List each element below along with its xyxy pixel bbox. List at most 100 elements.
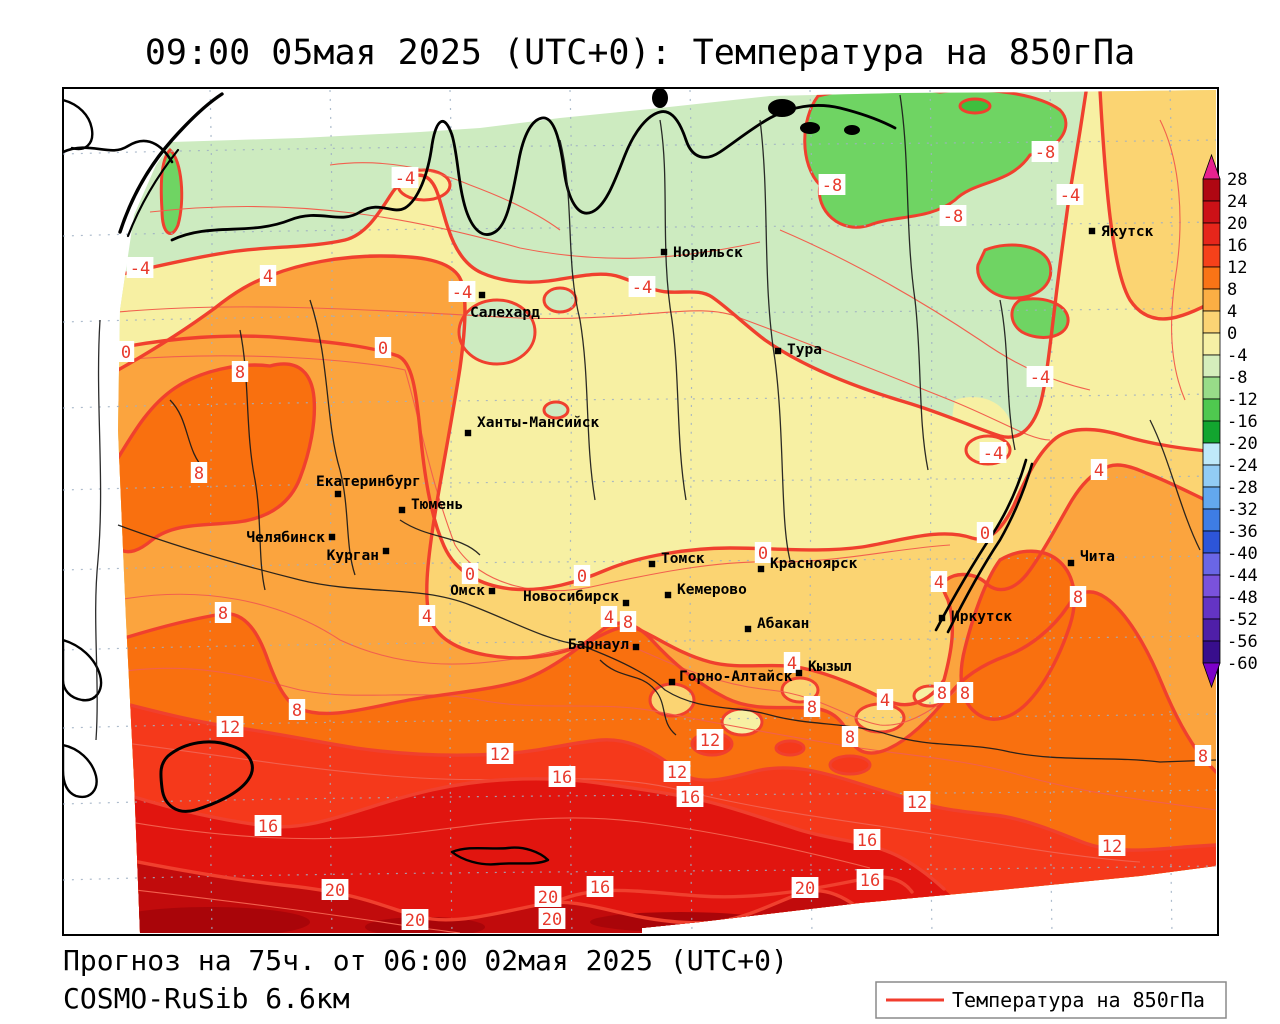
contour-label: 12 (220, 718, 240, 738)
colorbar-tick-label: 24 (1227, 192, 1247, 212)
contour-label: 0 (378, 339, 388, 359)
city-marker (664, 591, 672, 599)
contour-label: 20 (795, 879, 815, 899)
contour-label: 8 (807, 698, 817, 718)
contour-label-box (117, 341, 135, 362)
contour-label: 8 (845, 728, 855, 748)
city-label: Тура (787, 342, 822, 358)
colorbar-box (1202, 376, 1221, 400)
contour-label-box (1194, 745, 1212, 766)
coastlines (63, 88, 1034, 866)
city-marker (1088, 227, 1096, 235)
colorbar-box (1202, 508, 1221, 532)
city-label: Томск (661, 551, 705, 567)
contour-label: 16 (680, 788, 700, 808)
contour-label: 4 (934, 573, 944, 593)
legend-label: Температура на 850гПа (952, 988, 1205, 1012)
contour-label: 4 (604, 608, 614, 628)
city-label: Ханты-Мансийск (477, 415, 599, 431)
contour-label-box (374, 337, 392, 358)
contour-label-box (126, 257, 154, 278)
city-label: Якутск (1101, 224, 1154, 240)
contour-label-box (939, 205, 967, 226)
colorbar-tick-label: -12 (1227, 390, 1258, 410)
contour-label: -4 (1030, 368, 1050, 388)
contour-label: 4 (880, 691, 890, 711)
colorbar-tick-label: 8 (1227, 280, 1237, 300)
contour-label: -4 (395, 169, 415, 189)
city-layer: Норильск Якутск Салехард Тура Ханты-Мансийск… (246, 224, 1154, 686)
city-label: Курган (327, 548, 379, 564)
colorbar-tick-label: -28 (1227, 478, 1258, 498)
contour-label: -4 (1060, 186, 1080, 206)
colorbar-box (1202, 442, 1221, 466)
city-label: Горно-Алтайск (679, 669, 793, 685)
contour-label: 12 (700, 731, 720, 751)
colorbar-tick-label: 16 (1227, 236, 1247, 256)
contour-label-box (619, 611, 637, 632)
colorbar-box (1202, 464, 1221, 488)
city-label: Кемерово (677, 582, 747, 598)
colorbar-tick-label: 12 (1227, 258, 1247, 278)
contour-label: 20 (538, 888, 558, 908)
city-marker (478, 291, 486, 299)
colorbar-box (1202, 486, 1221, 510)
city-marker (660, 248, 668, 256)
contour-label: 0 (577, 567, 587, 587)
contour-label-box (190, 462, 208, 483)
colorbar-tick-label: -56 (1227, 632, 1258, 652)
city-label: Кызыл (808, 659, 852, 675)
contour-label-box (259, 265, 277, 286)
city-marker (398, 506, 406, 514)
colorbar-tick-label: -52 (1227, 610, 1258, 630)
contour-label: 8 (292, 701, 302, 721)
contour-label-box (288, 699, 306, 720)
thin-isotherms (118, 119, 1216, 933)
city-label: Екатеринбург (316, 474, 421, 490)
city-marker (488, 587, 496, 595)
contour-label-box (548, 766, 576, 787)
contour-label-box (876, 689, 894, 710)
forecast-info: Прогноз на 75ч. от 06:00 02мая 2025 (UTC… (63, 944, 788, 977)
city-marker (464, 429, 472, 437)
contour-label: 4 (787, 654, 797, 674)
contour-label-box (783, 652, 801, 673)
contour-label-box (979, 442, 1007, 463)
contour-label-box (841, 726, 859, 747)
contour-label: 0 (758, 544, 768, 564)
contour-label: 0 (121, 343, 131, 363)
colorbar-box (1202, 398, 1221, 422)
colorbar-tick-label: -32 (1227, 500, 1258, 520)
contour-label-box (486, 743, 514, 764)
contour-label: 8 (960, 684, 970, 704)
colorbar-tick-label: 20 (1227, 214, 1247, 234)
colorbar-box (1202, 310, 1221, 334)
contour-label-box (903, 791, 931, 812)
contour-label: 4 (1094, 461, 1104, 481)
contour-label-box (214, 602, 232, 623)
contour-label-box (448, 281, 476, 302)
city-marker (382, 547, 390, 555)
colorbar-tick-label: 28 (1227, 170, 1247, 190)
city-marker (328, 533, 336, 541)
colorbar-tick-label: -16 (1227, 412, 1258, 432)
contour-label-box (254, 815, 282, 836)
city-marker (938, 614, 946, 622)
contour-label-box (401, 909, 429, 930)
contour-label-box (1056, 184, 1084, 205)
contour-label: 0 (465, 565, 475, 585)
city-marker (648, 560, 656, 568)
colorbar-box (1202, 266, 1221, 290)
temperature-fill-layer (118, 90, 1216, 933)
city-label: Красноярск (770, 556, 858, 572)
contour-label-box (853, 829, 881, 850)
contour-label: -4 (632, 278, 652, 298)
contour-label-box (803, 696, 821, 717)
contour-label: 20 (325, 881, 345, 901)
colorbar-tick-label: -36 (1227, 522, 1258, 542)
contour-label: 16 (552, 768, 572, 788)
contour-label-box (321, 879, 349, 900)
contour-label-box (534, 886, 562, 907)
contour-label-box (956, 682, 974, 703)
